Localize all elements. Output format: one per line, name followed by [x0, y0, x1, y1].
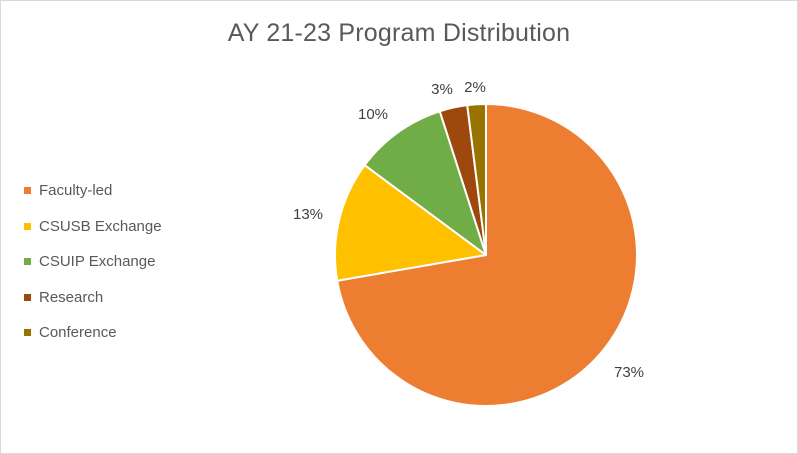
data-label-csusb-exchange: 13% — [293, 206, 323, 223]
legend-label-csusb-exchange: CSUSB Exchange — [39, 217, 162, 235]
pie-slice-faculty-led — [336, 103, 638, 407]
chart-title: AY 21-23 Program Distribution — [227, 19, 571, 47]
data-label-csuip-exchange: 10% — [358, 106, 388, 123]
legend: Faculty-led CSUSB Exchange CSUIP Exchang… — [24, 173, 162, 351]
legend-item-research: Research — [24, 280, 162, 316]
data-label-conference: 2% — [464, 79, 486, 96]
pie-slice-conference — [466, 103, 487, 256]
legend-item-faculty-led: Faculty-led — [24, 173, 162, 209]
legend-label-csuip-exchange: CSUIP Exchange — [39, 253, 156, 271]
legend-label-faculty-led: Faculty-led — [39, 182, 113, 200]
pie-slice-csuip-exchange — [363, 110, 487, 256]
legend-item-conference: Conference — [24, 315, 162, 351]
pie-slice-csusb-exchange — [334, 164, 487, 282]
pie-labels: 73% 13% 10% 3% 2% — [293, 79, 644, 381]
pie-slices — [334, 103, 638, 407]
data-label-faculty-led: 73% — [614, 364, 644, 381]
legend-swatch-csuip-exchange — [24, 258, 31, 266]
legend-swatch-conference — [24, 329, 31, 337]
data-label-research: 3% — [431, 81, 453, 98]
legend-swatch-csusb-exchange — [24, 222, 31, 230]
legend-item-csusb-exchange: CSUSB Exchange — [24, 209, 162, 245]
legend-item-csuip-exchange: CSUIP Exchange — [24, 244, 162, 280]
legend-swatch-faculty-led — [24, 187, 31, 195]
legend-swatch-research — [24, 293, 31, 301]
legend-label-conference: Conference — [39, 324, 117, 342]
legend-label-research: Research — [39, 288, 104, 306]
